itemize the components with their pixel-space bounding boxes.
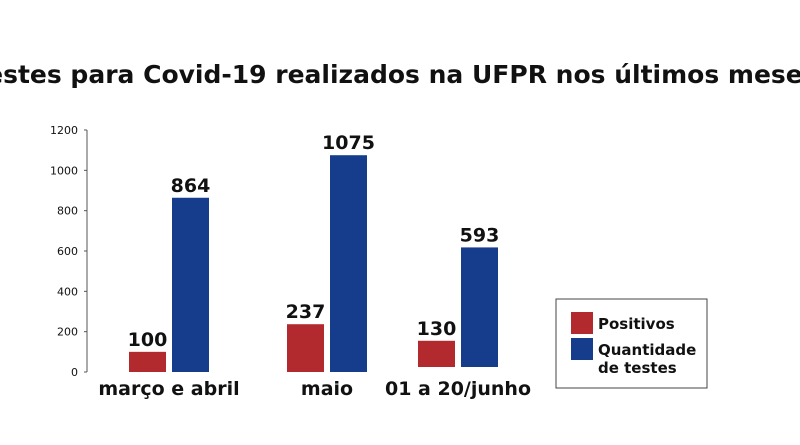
bar-testes: [461, 247, 498, 367]
legend-label: Positivos: [598, 315, 675, 333]
data-label: 1075: [322, 132, 375, 154]
y-tick-label: 400: [57, 285, 78, 298]
x-tick-label: maio: [301, 378, 353, 400]
y-tick-label: 800: [57, 205, 78, 218]
data-label: 864: [171, 175, 211, 197]
x-tick-label: março e abril: [98, 378, 239, 400]
y-tick-label: 1200: [50, 124, 78, 137]
data-label: 100: [128, 329, 168, 351]
bar-positivos: [129, 351, 166, 372]
y-tick-label: 0: [71, 366, 78, 379]
x-tick-label: 01 a 20/junho: [385, 378, 531, 400]
y-axis: 0 200 400 600 800 1000 1200: [50, 124, 87, 379]
data-label: 130: [417, 318, 457, 340]
legend-label: de testes: [598, 359, 677, 377]
data-label: 593: [460, 224, 500, 246]
legend-label: Quantidade: [598, 341, 696, 359]
bar-testes: [330, 155, 367, 372]
bars-group: 100 864 237 1075 130 593: [128, 132, 500, 372]
legend-swatch: [571, 338, 593, 360]
x-axis: março e abril maio 01 a 20/junho: [98, 378, 531, 400]
legend-swatch: [571, 312, 593, 334]
data-label: 237: [286, 301, 326, 323]
bar-positivos: [418, 340, 455, 367]
bar-positivos: [287, 324, 324, 372]
y-tick-label: 1000: [50, 164, 78, 177]
bar-testes: [172, 197, 209, 372]
chart-title: Testes para Covid-19 realizados na UFPR …: [0, 60, 800, 89]
y-tick-label: 600: [57, 245, 78, 258]
y-tick-label: 200: [57, 326, 78, 339]
